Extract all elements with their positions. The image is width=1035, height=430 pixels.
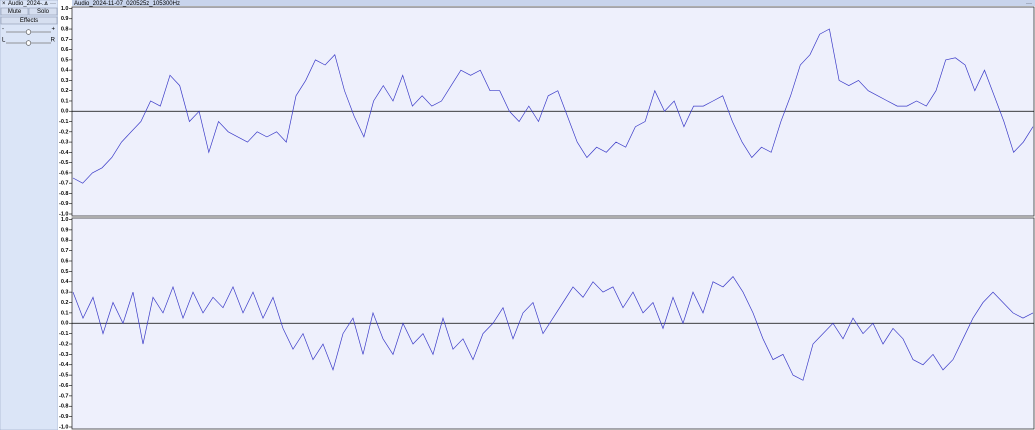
y-tick-label: 0.4 — [61, 279, 70, 285]
waveform — [72, 276, 1034, 381]
y-tick-label: -0.1 — [59, 119, 68, 125]
y-tick-label: 0.6 — [61, 258, 69, 264]
y-tick-label: -0.6 — [59, 383, 68, 389]
y-tick-label: 0.7 — [61, 37, 69, 43]
y-tick-label: 0.9 — [61, 227, 69, 233]
y-tick-label: 1.0 — [61, 217, 69, 223]
close-button[interactable]: × — [2, 1, 6, 7]
y-tick-label: 0.0 — [61, 109, 69, 115]
y-tick-label: -0.5 — [59, 160, 68, 166]
y-tick-label: 0.3 — [61, 290, 69, 296]
y-tick-label: 0.6 — [61, 47, 69, 53]
y-tick-label: 0.2 — [61, 300, 69, 306]
y-tick-label: -0.6 — [59, 170, 68, 176]
y-tick-label: -0.4 — [59, 150, 69, 156]
mute-label: Mute — [8, 9, 22, 15]
gain-max: + — [51, 27, 55, 33]
y-tick-label: 0.7 — [61, 248, 69, 254]
y-tick-label: 0.5 — [61, 57, 69, 63]
y-tick-label: -1.0 — [59, 424, 68, 430]
y-tick-label: -0.5 — [59, 373, 68, 379]
y-tick-label: 0.1 — [61, 98, 69, 104]
pan-left: L — [2, 38, 6, 44]
pan-slider[interactable] — [25, 40, 32, 46]
track-menu[interactable]: ··· — [50, 1, 56, 7]
y-tick-label: -0.8 — [59, 191, 68, 197]
clip-menu[interactable]: ··· — [1026, 1, 1032, 7]
y-tick-label: 0.5 — [61, 269, 69, 275]
y-tick-label: 0.8 — [61, 238, 69, 244]
effects-button[interactable] — [0, 16, 58, 25]
y-tick-label: 0.2 — [61, 88, 69, 94]
y-tick-label: -0.7 — [59, 181, 68, 187]
y-tick-label: -0.2 — [59, 341, 68, 347]
y-tick-label: -0.9 — [59, 414, 68, 420]
y-tick-label: 0.4 — [61, 68, 70, 74]
y-tick-label: -0.1 — [59, 331, 68, 337]
y-tick-label: -0.9 — [59, 201, 68, 207]
y-tick-label: -0.4 — [59, 362, 69, 368]
y-tick-label: -0.7 — [59, 393, 68, 399]
gain-slider[interactable] — [25, 29, 32, 35]
gain-min: - — [2, 27, 4, 33]
y-tick-label: 0.9 — [61, 16, 69, 22]
waveform — [72, 28, 1034, 184]
y-tick-label: 0.3 — [61, 78, 69, 84]
mute-button[interactable] — [0, 7, 29, 16]
track-name[interactable]: Audio_2024-... — [8, 1, 47, 7]
y-tick-label: 0.0 — [61, 321, 69, 327]
y-tick-label: 0.1 — [61, 310, 69, 316]
pan-right: R — [51, 38, 56, 44]
clip-title[interactable]: Audio_2024-11-07_020525z_105300Hz — [74, 1, 180, 7]
y-tick-label: -0.2 — [59, 129, 68, 135]
control-panel — [0, 0, 59, 430]
solo-button[interactable] — [28, 7, 58, 16]
y-tick-label: 1.0 — [61, 6, 69, 12]
solo-label: Solo — [37, 9, 50, 15]
title-bar — [72, 0, 1035, 6]
y-tick-label: -0.3 — [59, 140, 68, 146]
y-tick-label: -1.0 — [59, 211, 68, 217]
y-tick-label: 0.8 — [61, 27, 69, 33]
y-tick-label: -0.8 — [59, 404, 68, 410]
effects-label: Effects — [20, 18, 38, 24]
collapse-button[interactable]: ∧ — [44, 1, 48, 7]
y-tick-label: -0.3 — [59, 352, 68, 358]
